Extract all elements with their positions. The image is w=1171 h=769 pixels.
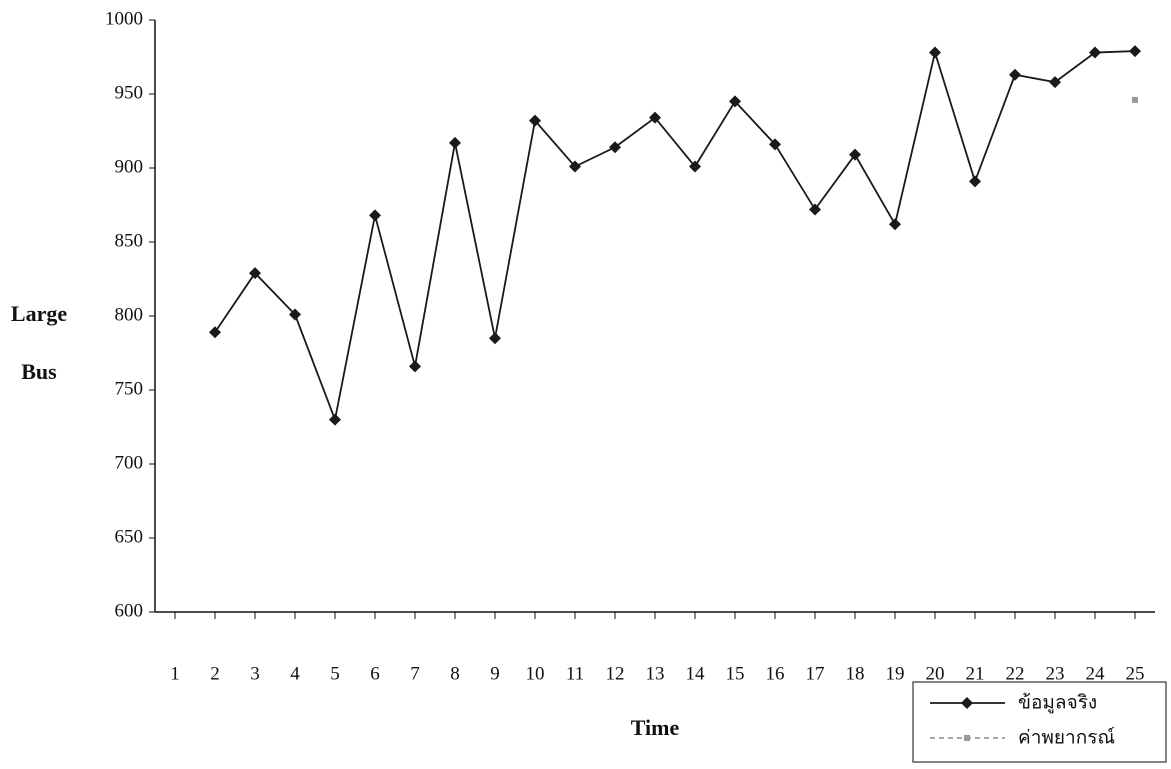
x-tick-label: 4 bbox=[290, 663, 300, 684]
data-point bbox=[1132, 96, 1138, 103]
x-tick-label: 16 bbox=[766, 663, 785, 684]
x-tick-label: 19 bbox=[886, 663, 905, 684]
data-point bbox=[849, 148, 861, 161]
data-point bbox=[1089, 46, 1101, 59]
data-point bbox=[569, 160, 581, 173]
data-point bbox=[409, 360, 421, 373]
data-point bbox=[769, 138, 781, 151]
y-tick-label: 800 bbox=[115, 304, 144, 325]
data-point bbox=[209, 326, 221, 339]
y-tick-label: 1000 bbox=[105, 8, 143, 29]
data-point bbox=[889, 218, 901, 231]
legend-box bbox=[912, 681, 1167, 763]
x-tick-label: 7 bbox=[410, 663, 420, 684]
data-point bbox=[1009, 68, 1021, 81]
data-point bbox=[1049, 76, 1061, 89]
y-tick-label: 650 bbox=[115, 526, 144, 547]
data-point bbox=[809, 203, 821, 216]
x-tick-label: 2 bbox=[210, 663, 220, 684]
x-tick-label: 23 bbox=[1046, 663, 1065, 684]
x-tick-label: 14 bbox=[686, 663, 706, 684]
legend-marker bbox=[964, 735, 970, 741]
x-tick-label: 17 bbox=[806, 663, 825, 684]
x-tick-label: 3 bbox=[250, 663, 260, 684]
x-tick-label: 6 bbox=[370, 663, 380, 684]
y-tick-label: 750 bbox=[115, 378, 144, 399]
x-tick-label: 18 bbox=[846, 663, 865, 684]
y-tick-label: 700 bbox=[115, 452, 144, 473]
series-line bbox=[214, 49, 1136, 423]
data-point bbox=[249, 267, 261, 280]
data-point bbox=[289, 308, 301, 321]
x-tick-label: 25 bbox=[1126, 663, 1145, 684]
x-tick-label: 15 bbox=[726, 663, 745, 684]
y-tick-label: 950 bbox=[115, 82, 144, 103]
data-point bbox=[329, 413, 341, 426]
data-point bbox=[449, 136, 461, 149]
x-axis-label: Time bbox=[631, 715, 680, 740]
x-tick-label: 5 bbox=[330, 663, 340, 684]
y-axis-label: Large Bus bbox=[10, 301, 68, 384]
y-tick-label: 850 bbox=[115, 230, 144, 251]
data-point bbox=[729, 95, 741, 108]
data-point bbox=[1129, 45, 1141, 58]
data-point bbox=[969, 175, 981, 188]
x-tick-label: 9 bbox=[490, 663, 500, 684]
data-point bbox=[369, 209, 381, 222]
y-tick-label: 900 bbox=[115, 156, 144, 177]
x-tick-label: 22 bbox=[1006, 663, 1025, 684]
data-point bbox=[929, 46, 941, 59]
x-tick-label: 8 bbox=[450, 663, 460, 684]
x-tick-label: 12 bbox=[606, 663, 625, 684]
data-point bbox=[649, 111, 661, 124]
x-tick-label: 10 bbox=[526, 663, 545, 684]
data-point bbox=[609, 141, 621, 154]
x-tick-label: 24 bbox=[1086, 663, 1106, 684]
x-tick-label: 13 bbox=[646, 663, 665, 684]
x-tick-label: 11 bbox=[566, 663, 584, 684]
x-tick-label: 1 bbox=[170, 663, 180, 684]
data-point bbox=[529, 114, 541, 127]
y-tick-label: 600 bbox=[115, 600, 144, 621]
x-tick-label: 21 bbox=[966, 663, 985, 684]
x-tick-label: 20 bbox=[926, 663, 945, 684]
legend-label: ค่าพยากรณ์ bbox=[1018, 727, 1115, 749]
data-point bbox=[489, 332, 501, 345]
legend-marker bbox=[961, 697, 973, 709]
legend-label: ข้อมูลจริง bbox=[1018, 692, 1097, 714]
data-point bbox=[689, 160, 701, 173]
